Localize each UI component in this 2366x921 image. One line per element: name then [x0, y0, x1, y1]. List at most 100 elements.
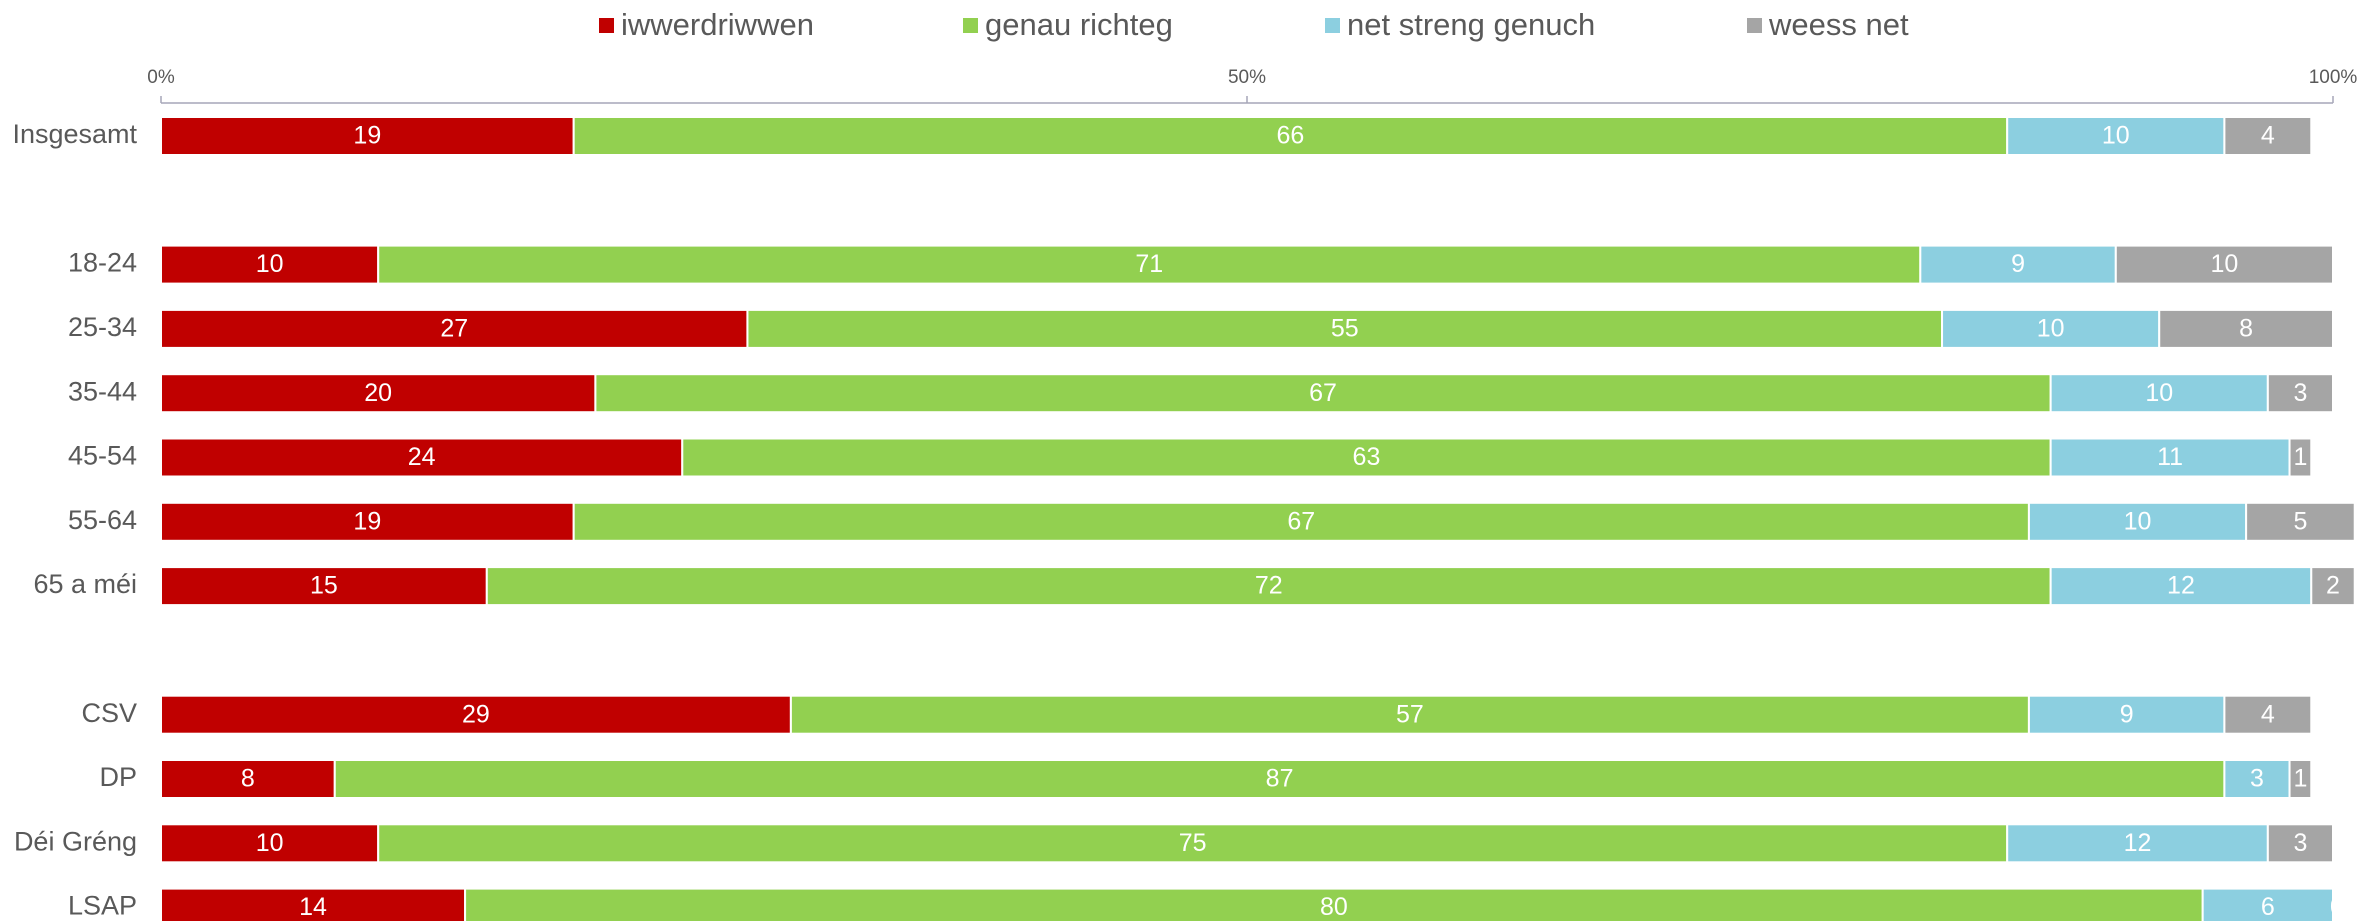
- bar-segment: [2027, 501, 2248, 542]
- data-label: 9: [2120, 700, 2134, 728]
- data-label: 24: [408, 443, 436, 471]
- legend-swatch: [1747, 18, 1762, 33]
- legend-label: iwwerdriwwen: [621, 7, 814, 42]
- legend-label: net streng genuch: [1347, 7, 1595, 42]
- x-tick-label: 100%: [2309, 67, 2358, 88]
- data-label: 2: [2326, 572, 2340, 600]
- bar-segment: [2245, 501, 2356, 542]
- bar-segment: [2049, 437, 2291, 478]
- bar-segment: [2266, 373, 2335, 414]
- category-label: 55-64: [68, 505, 137, 535]
- bar-segment: [485, 566, 2052, 607]
- bar-segment: [2223, 694, 2313, 735]
- legend-swatch: [1325, 18, 1340, 33]
- data-label: 3: [2293, 829, 2307, 857]
- bar-segment: [2158, 308, 2334, 349]
- bar-segment: [2114, 244, 2335, 285]
- data-label: 19: [353, 507, 381, 535]
- data-label: 29: [462, 700, 490, 728]
- bar-segment: [2223, 759, 2291, 799]
- data-label: 55: [1331, 315, 1359, 343]
- category-label: 45-54: [68, 441, 137, 471]
- data-label: 8: [2239, 315, 2253, 343]
- bar-segment: [2288, 437, 2313, 478]
- data-label: 0: [2330, 893, 2344, 921]
- bar-segment: [1941, 308, 2161, 349]
- legend-swatch: [599, 18, 614, 33]
- data-label: 66: [1277, 122, 1305, 150]
- legend-swatch: [963, 18, 978, 33]
- legend-label: weess net: [1768, 7, 1909, 42]
- bar-segment: [2288, 759, 2313, 799]
- data-label: 1: [2293, 765, 2307, 793]
- data-label: 19: [353, 122, 381, 150]
- data-label: 9: [2011, 250, 2025, 278]
- data-label: 67: [1287, 507, 1315, 535]
- data-label: 3: [2250, 765, 2264, 793]
- data-label: 87: [1266, 765, 1294, 793]
- bar-segment: [2310, 566, 2356, 607]
- bar-segment: [160, 501, 575, 542]
- data-label: 8: [241, 765, 255, 793]
- bar-segment: [681, 437, 2052, 478]
- data-label: 10: [256, 829, 284, 857]
- bar-segment: [572, 501, 2030, 542]
- bar-segment: [2223, 116, 2313, 156]
- category-label: DP: [99, 762, 137, 792]
- bar-segment: [160, 887, 467, 921]
- category-label: 65 a méi: [33, 569, 137, 599]
- category-label: 35-44: [68, 376, 137, 406]
- data-label: 10: [2102, 122, 2130, 150]
- data-label: 14: [299, 893, 327, 921]
- bar-segment: [746, 308, 1944, 349]
- data-label: 75: [1179, 829, 1207, 857]
- bar-segment: [160, 759, 336, 799]
- bar-segment: [2006, 116, 2226, 156]
- data-label: 67: [1309, 379, 1337, 407]
- category-label: Insgesamt: [12, 119, 137, 149]
- bar-segment: [2006, 823, 2269, 864]
- category-label: 25-34: [68, 312, 137, 342]
- bar-segment: [160, 566, 488, 607]
- bar-segment: [377, 244, 1922, 285]
- bar-segment: [572, 116, 2009, 156]
- data-label: 3: [2293, 379, 2307, 407]
- bar-segment: [2201, 887, 2334, 921]
- data-label: 5: [2293, 507, 2307, 535]
- data-label: 12: [2124, 829, 2152, 857]
- bar-segment: [160, 116, 575, 156]
- bar-segment: [333, 759, 2226, 799]
- data-label: 63: [1353, 443, 1381, 471]
- data-label: 10: [2210, 250, 2238, 278]
- data-label: 57: [1396, 700, 1424, 728]
- bar-segment: [2049, 566, 2313, 607]
- data-label: 10: [256, 250, 284, 278]
- data-label: 71: [1135, 250, 1163, 278]
- data-label: 80: [1320, 893, 1348, 921]
- bar-segment: [789, 694, 2030, 735]
- data-label: 10: [2124, 507, 2152, 535]
- x-tick-label: 50%: [1228, 67, 1266, 88]
- data-label: 27: [440, 315, 468, 343]
- bar-segment: [160, 694, 792, 735]
- legend-label: genau richteg: [985, 7, 1173, 42]
- data-label: 15: [310, 572, 338, 600]
- data-label: 20: [364, 379, 392, 407]
- data-label: 6: [2261, 893, 2275, 921]
- category-label: Déi Gréng: [14, 826, 137, 856]
- data-label: 10: [2145, 379, 2173, 407]
- bar-segment: [594, 373, 2052, 414]
- data-label: 4: [2261, 700, 2275, 728]
- category-label: LSAP: [68, 891, 137, 921]
- category-label: 18-24: [68, 248, 137, 278]
- data-label: 11: [2157, 443, 2183, 471]
- x-tick-label: 0%: [147, 67, 175, 88]
- data-label: 72: [1255, 572, 1283, 600]
- data-label: 1: [2293, 443, 2307, 471]
- bar-segment: [2266, 823, 2335, 864]
- data-label: 10: [2037, 315, 2065, 343]
- category-label: CSV: [81, 698, 137, 728]
- bar-segment: [160, 373, 597, 414]
- data-label: 4: [2261, 122, 2275, 150]
